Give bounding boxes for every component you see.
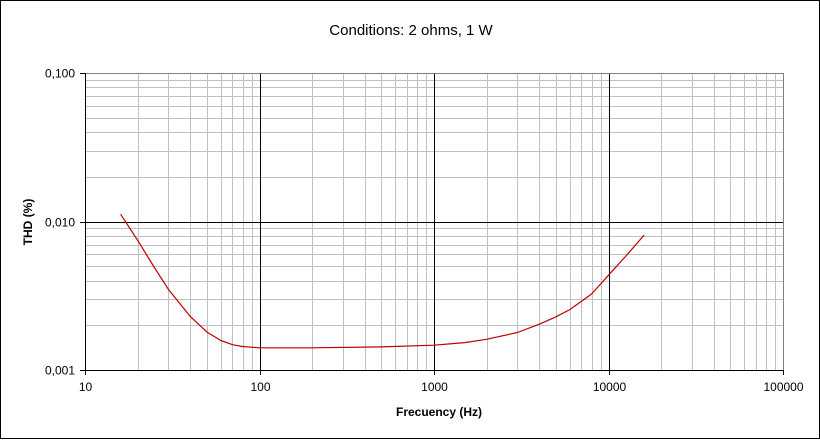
x-tick-label: 100000 [763, 380, 803, 394]
axes [80, 73, 784, 375]
y-tick-label: 0,010 [45, 216, 75, 230]
y-tick-label: 0,001 [45, 364, 75, 378]
minor-grid [85, 73, 783, 370]
x-tick-label: 100 [250, 380, 270, 394]
series-layer [120, 213, 645, 349]
x-axis-label: Frecuency (Hz) [396, 405, 482, 419]
y-axis-label: THD (%) [21, 199, 35, 246]
y-tick-label: 0,100 [45, 67, 75, 81]
chart-title: Conditions: 2 ohms, 1 W [329, 22, 493, 39]
y-tick-labels: 0,001 0,010 0,100 [45, 67, 75, 378]
series-line-thd [120, 213, 645, 349]
x-tick-label: 1000 [421, 380, 448, 394]
major-grid [85, 73, 783, 370]
x-tick-label: 10 [79, 380, 93, 394]
x-tick-labels: 10 100 1000 10000 100000 [79, 380, 804, 394]
x-tick-label: 10000 [593, 380, 627, 394]
